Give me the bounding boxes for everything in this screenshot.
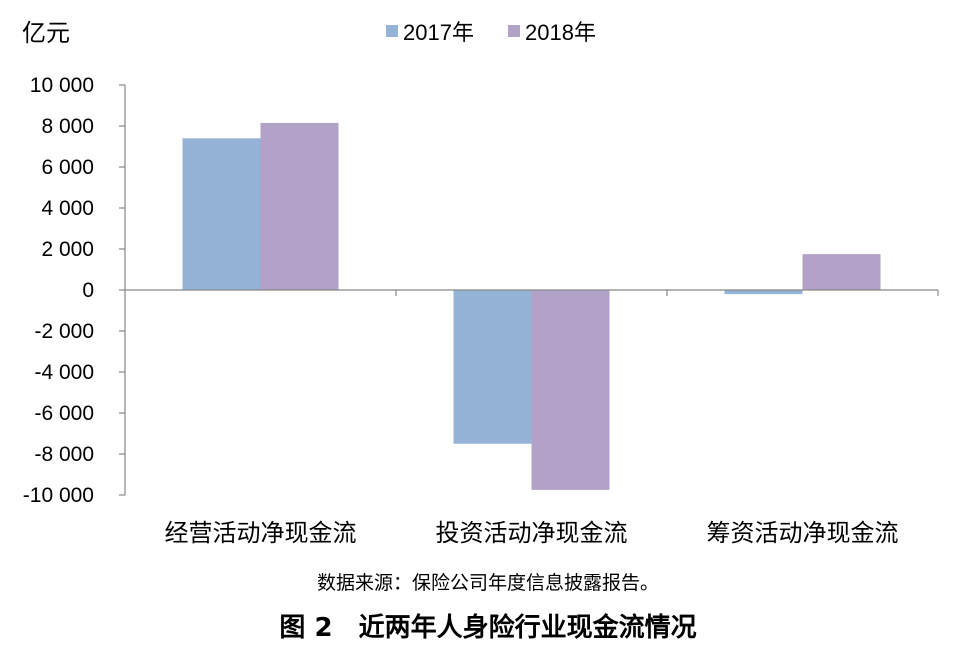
y-tick-label: -8 000 xyxy=(34,443,94,466)
legend: 2017年 2018年 xyxy=(386,20,596,45)
y-tick-label: 0 xyxy=(82,279,94,302)
y-tick-label: 10 000 xyxy=(30,74,94,97)
bar xyxy=(182,138,261,290)
y-tick-label: 8 000 xyxy=(41,115,94,138)
legend-label: 2018年 xyxy=(525,20,596,45)
bar xyxy=(802,254,881,290)
y-unit-label: 亿元 xyxy=(22,19,70,47)
bar xyxy=(531,290,610,490)
bar xyxy=(260,122,339,290)
bar-chart: 亿元 2017年 2018年 10 000 8 000 6 000 4 000 2 000… xyxy=(22,19,939,547)
x-category-label: 筹资活动净现金流 xyxy=(707,519,899,547)
bar xyxy=(724,290,803,295)
y-tick-label: -6 000 xyxy=(34,402,94,425)
bars xyxy=(182,122,881,490)
bar xyxy=(453,290,532,444)
x-axis: 经营活动净现金流 投资活动净现金流 筹资活动净现金流 xyxy=(125,289,939,547)
y-tick-label: 2 000 xyxy=(41,238,94,261)
y-tick-label: -2 000 xyxy=(34,320,94,343)
figure-title: 图 2 近两年人身险行业现金流情况 xyxy=(279,613,697,643)
x-category-label: 经营活动净现金流 xyxy=(165,519,357,547)
y-axis: 10 000 8 000 6 000 4 000 2 000 0 -2 000 -4 000 -… xyxy=(23,74,126,507)
x-category-label: 投资活动净现金流 xyxy=(436,519,628,547)
data-source-note: 数据来源：保险公司年度信息披露报告。 xyxy=(316,572,659,594)
y-tick-label: 4 000 xyxy=(41,197,94,220)
legend-swatch xyxy=(386,25,398,37)
legend-swatch xyxy=(508,25,520,37)
y-tick-label: -4 000 xyxy=(34,361,94,384)
y-tick-label: -10 000 xyxy=(23,484,94,507)
y-tick-label: 6 000 xyxy=(41,156,94,179)
legend-label: 2017年 xyxy=(403,20,474,45)
